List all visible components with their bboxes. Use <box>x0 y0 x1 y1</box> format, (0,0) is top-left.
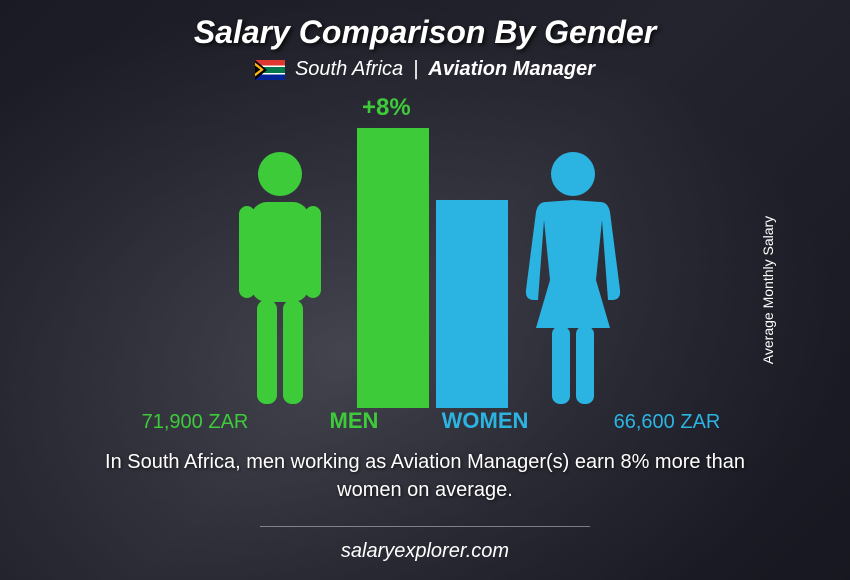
women-label: WOMEN <box>435 408 535 434</box>
yaxis-label: Average Monthly Salary <box>760 216 776 364</box>
site-credit: salaryexplorer.com <box>0 540 850 563</box>
chart-area: 71,900 ZAR MEN WOMEN 66,600 ZAR <box>0 120 850 420</box>
description-text: In South Africa, men working as Aviation… <box>80 448 770 504</box>
page-title: Salary Comparison By Gender <box>0 14 850 51</box>
bar-women <box>436 200 508 408</box>
man-icon <box>225 150 335 410</box>
bar-men <box>357 128 429 408</box>
flag-icon <box>255 60 285 80</box>
divider-line <box>260 526 590 527</box>
job-title: Aviation Manager <box>428 58 595 81</box>
subtitle: South Africa | Aviation Manager <box>0 58 850 81</box>
men-label: MEN <box>304 408 404 434</box>
percentage-badge: +8% <box>362 94 411 122</box>
country-name: South Africa <box>295 58 403 81</box>
men-salary: 71,900 ZAR <box>120 411 270 434</box>
women-salary: 66,600 ZAR <box>592 411 742 434</box>
separator: | <box>413 58 418 81</box>
woman-icon <box>518 150 628 410</box>
